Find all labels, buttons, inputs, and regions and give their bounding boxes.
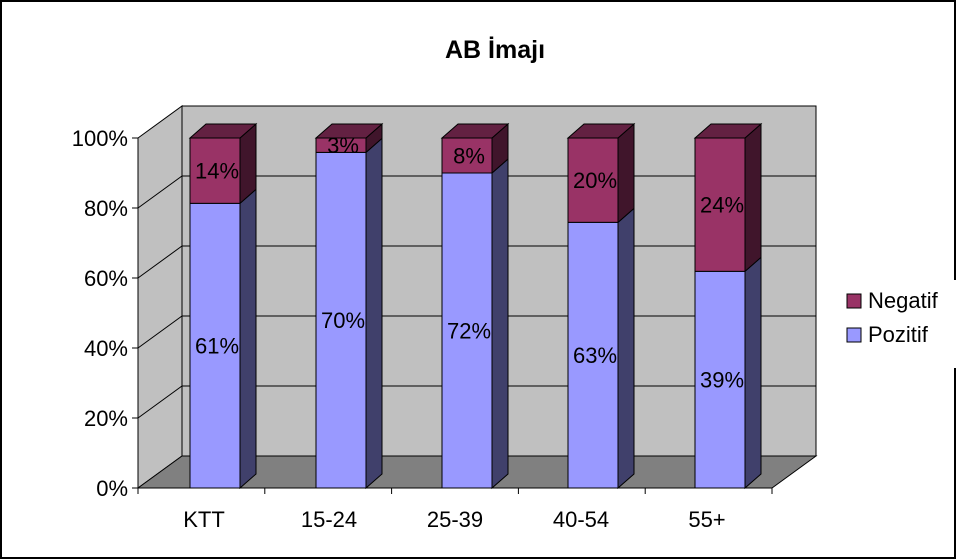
bar-negatif-40-54 xyxy=(566,122,636,224)
data-label-negatif: 14% xyxy=(195,159,239,184)
data-label-pozitif: 39% xyxy=(700,368,744,393)
y-tick-label: 40% xyxy=(84,336,128,361)
y-tick-label: 0% xyxy=(96,476,128,501)
bar-front xyxy=(189,137,241,204)
bar-side xyxy=(617,122,635,224)
legend-swatch xyxy=(846,327,862,343)
legend: Negatif Pozitif xyxy=(836,280,956,368)
bar-pozitif-40-54 xyxy=(567,207,635,490)
legend-label: Negatif xyxy=(868,288,939,313)
tick-labels: 0% 20% 40% 60% 80% 100% KTT 15-24 25-39 40-54 55+ xyxy=(72,126,726,532)
bar-side xyxy=(491,157,509,490)
data-label-pozitif: 61% xyxy=(195,334,239,359)
x-tick-label: KTT xyxy=(183,507,225,532)
data-label-negatif: 3% xyxy=(327,133,359,158)
bar-pozitif-KTT xyxy=(189,188,257,490)
bar-negatif-15-24 xyxy=(314,122,384,154)
data-label-pozitif: 70% xyxy=(321,308,365,333)
bar-pozitif-55+ xyxy=(694,256,762,490)
legend-label: Pozitif xyxy=(868,322,929,347)
data-label-negatif: 24% xyxy=(700,193,744,218)
bar-pozitif-15-24 xyxy=(315,137,383,490)
x-tick-label: 15-24 xyxy=(301,507,357,532)
y-tick-label: 80% xyxy=(84,196,128,221)
bar-top xyxy=(314,123,384,139)
bar-top xyxy=(188,123,258,139)
data-labels: 61% 14% 70% 3% 72% 8% 63% 20% 39% 24% xyxy=(195,133,744,392)
bar-side xyxy=(239,188,257,490)
data-label-pozitif: 63% xyxy=(573,343,617,368)
data-label-pozitif: 72% xyxy=(447,319,491,344)
bar-top xyxy=(440,123,510,139)
bar-pozitif-25-39 xyxy=(441,157,509,490)
x-tick-label: 40-54 xyxy=(553,507,609,532)
y-tick-label: 60% xyxy=(84,266,128,291)
bar-negatif-55+ xyxy=(693,122,763,273)
y-tick-label: 100% xyxy=(72,126,128,151)
bar-top xyxy=(566,123,636,139)
bar-negatif-KTT xyxy=(188,122,258,205)
bar-front xyxy=(694,270,746,489)
legend-swatch xyxy=(846,293,862,309)
data-label-negatif: 20% xyxy=(573,168,617,193)
x-tick-label: 55+ xyxy=(688,507,725,532)
bar-side xyxy=(744,256,762,490)
bar-front xyxy=(441,172,493,489)
bar-front xyxy=(567,137,619,223)
bar-front xyxy=(441,137,493,174)
bar-front xyxy=(694,137,746,272)
bar-side xyxy=(365,137,383,490)
bar-top xyxy=(693,123,763,139)
side-wall xyxy=(137,105,183,489)
y-tick-label: 20% xyxy=(84,406,128,431)
bar-front xyxy=(315,151,367,489)
bar-front xyxy=(189,202,241,489)
x-tick-label: 25-39 xyxy=(427,507,483,532)
bar-side xyxy=(617,207,635,490)
bar-side xyxy=(744,122,762,273)
chart-title: AB İmajı xyxy=(445,36,545,64)
bar-negatif-25-39 xyxy=(440,122,510,175)
bars xyxy=(188,122,763,490)
data-label-negatif: 8% xyxy=(453,144,485,169)
